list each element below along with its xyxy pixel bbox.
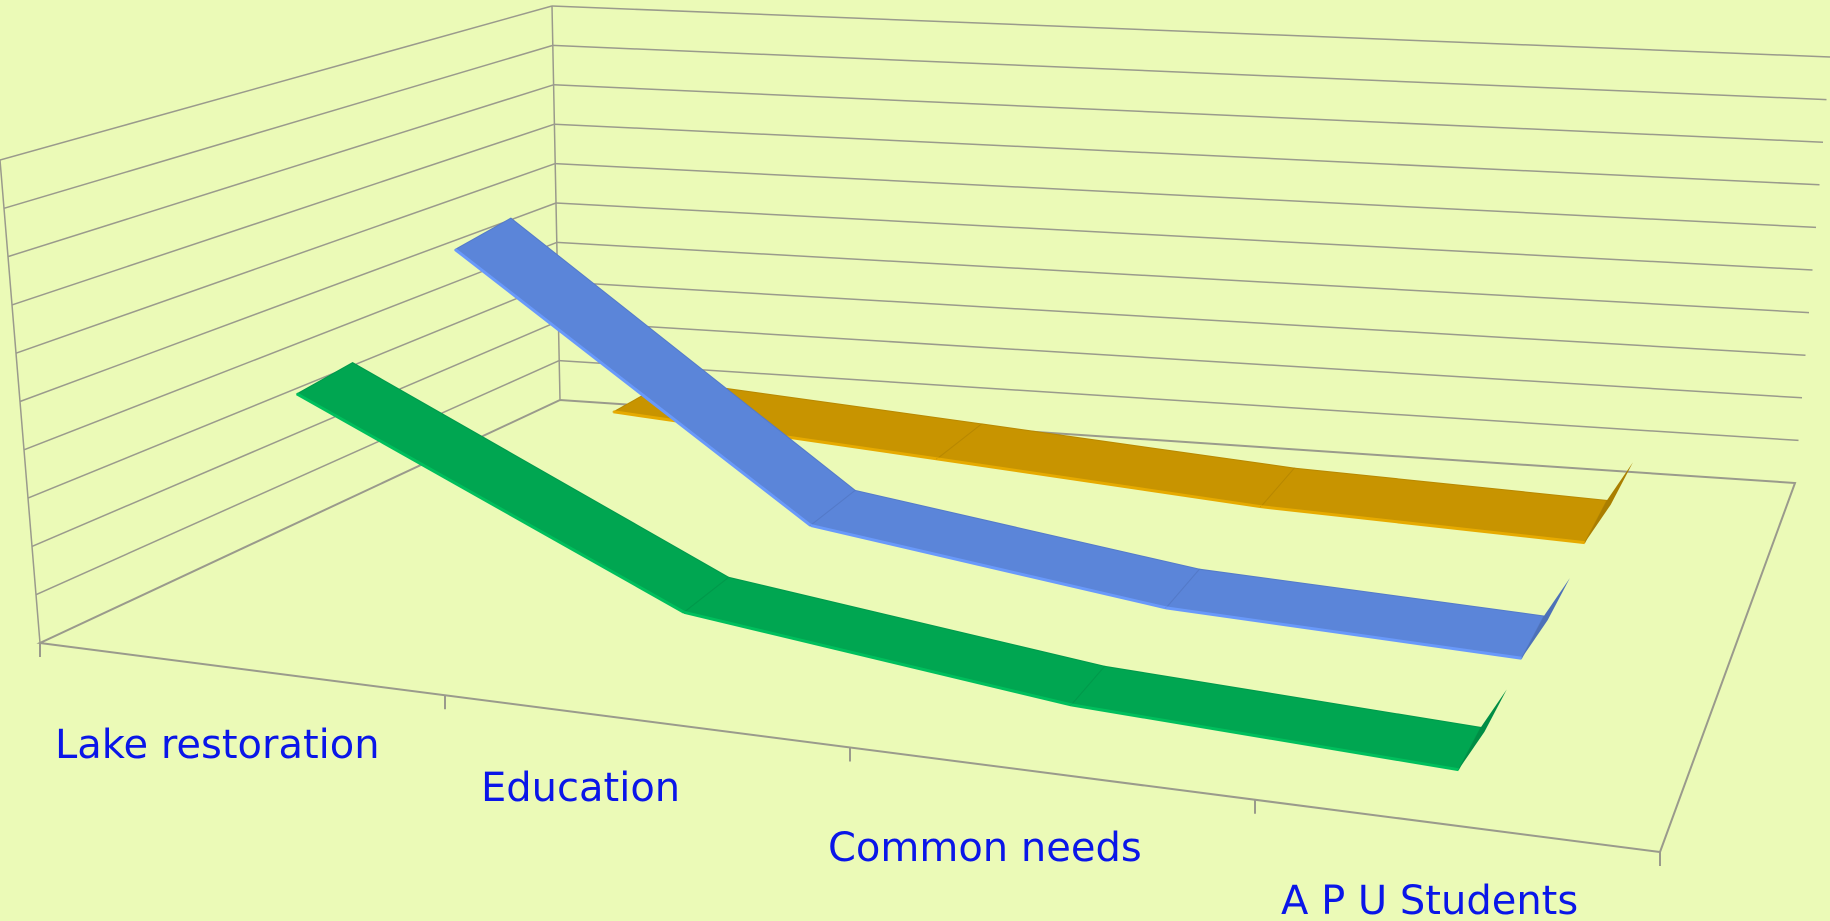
series-2-edge (454, 248, 812, 527)
chart-gridline (553, 84, 1824, 143)
chart-gridline (31, 320, 559, 548)
series-1-cap (1458, 689, 1507, 770)
series-2-edge (810, 523, 1167, 610)
chart-gridline (555, 162, 1817, 229)
series-ribbon-2 (454, 217, 1570, 660)
chart-gridline (23, 241, 558, 451)
series-3-edge (936, 457, 1262, 509)
x-tick-label: Common needs (828, 825, 1142, 871)
chart-gridline (557, 281, 1806, 356)
series-ribbon-1 (295, 362, 1507, 772)
series-3-cap (1584, 462, 1633, 543)
chart-gridline (7, 84, 554, 258)
chart-gridline (551, 5, 1830, 58)
chart-ticks (39, 643, 1661, 866)
chart-gridline (552, 44, 1827, 101)
chart-gridline (3, 44, 554, 210)
series-2-edge (1165, 606, 1522, 660)
series-1-edge (683, 610, 1072, 707)
chart-gridline (35, 359, 560, 596)
series-3-edge (1260, 505, 1585, 545)
series-1-edge (296, 392, 685, 614)
series-2-cap (1521, 578, 1570, 659)
chart-gridline (19, 202, 557, 403)
chart-gridline (558, 320, 1803, 399)
x-tick-label: Education (481, 765, 680, 811)
x-tick-label: A P U Students (1281, 878, 1578, 921)
chart-gridline (559, 359, 1799, 442)
chart-gridline (15, 162, 556, 354)
x-tick-label: Lake restoration (55, 722, 380, 768)
chart-gridline (555, 202, 1813, 271)
chart-gridline (27, 281, 558, 499)
series-1-edge (1071, 703, 1459, 772)
chart-series (295, 217, 1633, 772)
chart-walls (0, 5, 1830, 854)
chart-category-labels: Lake restoration Education Common needs A P… (55, 722, 1578, 921)
chart-gridline (554, 123, 1820, 186)
chart-gridline (11, 123, 555, 306)
chart-gridline (0, 5, 553, 161)
chart-floor (36, 398, 1797, 854)
chart-gridline (556, 241, 1810, 314)
